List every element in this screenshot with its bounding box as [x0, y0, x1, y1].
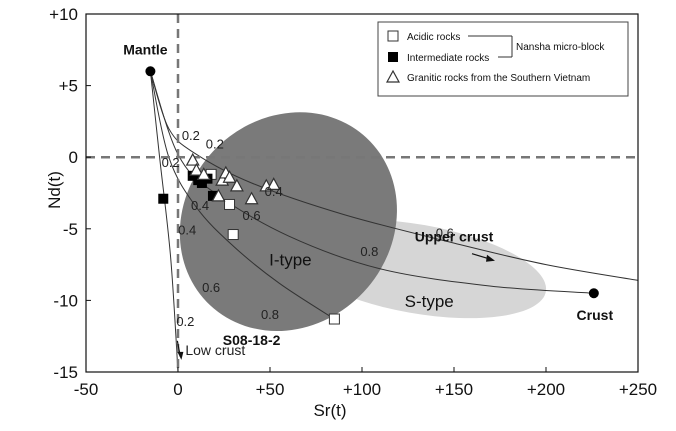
data-point-open-square-2: [227, 229, 239, 241]
mixing-curve-upper: [149, 71, 639, 281]
data-point-open-triangle-2: [196, 167, 211, 180]
annotation-0-8-11: 0.8: [261, 307, 279, 322]
y-tick-label-15: -15: [53, 363, 78, 382]
data-point-open-square-1: [224, 198, 236, 210]
endmember-point-mantle: [145, 66, 156, 77]
legend-marker-acidic-rocks: [387, 30, 399, 42]
low-crust-arrowhead: [177, 351, 184, 360]
legend-marker-granitic-rocks-from-the-southern-vietnam: [385, 69, 401, 83]
data-point-open-triangle-10: [266, 177, 281, 191]
legend-label-acidic-rocks: Acidic rocks: [407, 32, 460, 43]
legend-label-intermediate-rocks: Intermediate rocks: [407, 53, 489, 64]
annotation-0-6-7: 0.6: [243, 208, 261, 223]
annotation-0-2-3: 0.2: [176, 314, 194, 329]
y-tick-label-5: -5: [63, 220, 78, 239]
y-tick-label-0: 0: [69, 148, 78, 167]
annotation-upper-crust-12: Upper crust: [415, 229, 494, 245]
reference-lines-layer: [86, 14, 638, 372]
annotations-layer: 0.20.20.20.20.40.40.40.60.60.60.80.8Uppe…: [162, 128, 495, 360]
endmember-point-crust: [588, 288, 599, 299]
data-point-open-triangle-3: [211, 188, 226, 202]
data-point-filled-square-0: [158, 193, 169, 204]
annotation-0-8-10: 0.8: [360, 244, 378, 259]
x-tick-label-150: +150: [435, 380, 473, 399]
region-i-type: [179, 112, 397, 331]
legend: Acidic rocks Intermediate rocks Granitic r…: [377, 21, 629, 97]
data-point-open-triangle-6: [222, 169, 237, 183]
x-axis-label: Sr(t): [313, 401, 346, 420]
data-point-filled-square-5: [207, 190, 218, 201]
annotation-low-crust-13: Low crust: [185, 342, 245, 358]
x-tick-label-250: +250: [619, 380, 657, 399]
upper-crust-arrowhead: [486, 254, 495, 262]
annotation-0-4-5: 0.4: [191, 198, 209, 213]
x-tick-label-50: -50: [74, 380, 99, 399]
data-point-open-triangle-8: [244, 191, 259, 205]
data-point-filled-square-1: [187, 170, 198, 181]
annotation-0-4-6: 0.4: [178, 223, 196, 238]
data-point-open-square-3: [328, 313, 340, 325]
legend-marker-intermediate-rocks: [388, 52, 398, 62]
x-tick-label-200: +200: [527, 380, 565, 399]
annotation-0-4-4: 0.4: [265, 184, 283, 199]
ticks-layer: -50 0 +50 +100 +150 +200 +250-15-10-50+5+10: [49, 5, 657, 399]
x-tick-label-50: +50: [256, 380, 285, 399]
annotation-s08-18-2-14: S08-18-2: [223, 332, 281, 348]
legend-label-granitic-rocks-from-the-southern-vietnam: Granitic rocks from the Southern Vietnam: [407, 73, 590, 84]
annotation-0-6-8: 0.6: [436, 225, 454, 240]
region-label-s-type: S-type: [405, 292, 454, 311]
y-axis-label: Nd(t): [45, 171, 64, 209]
annotation-0-2-0: 0.2: [182, 128, 200, 143]
y-tick-label-5: +5: [59, 77, 78, 96]
annotation-0-2-1: 0.2: [206, 137, 224, 152]
regions-layer: S-type I-type: [179, 112, 547, 331]
legend-group-label: Nansha micro-block: [516, 42, 605, 53]
mixing-curve-low: [149, 71, 179, 373]
endmember-label-crust: Crust: [577, 307, 614, 323]
points-layer: Mantle Crust: [123, 41, 614, 325]
legend-box: [377, 21, 629, 97]
mixing-curve-s08: [149, 71, 335, 320]
legend-entries: Acidic rocks Intermediate rocks Granitic r…: [385, 30, 605, 84]
y-tick-label-10: +10: [49, 5, 78, 24]
data-point-open-triangle-7: [229, 178, 244, 192]
endmember-label-mantle: Mantle: [123, 41, 168, 57]
data-point-open-triangle-1: [189, 162, 204, 176]
x-tick-label-0: 0: [173, 380, 182, 399]
data-point-open-triangle-0: [185, 152, 200, 166]
annotation-0-6-9: 0.6: [202, 280, 220, 295]
annotation-0-2-2: 0.2: [162, 155, 180, 170]
data-point-filled-square-3: [196, 177, 207, 188]
region-label-i-type: I-type: [269, 251, 312, 270]
y-tick-label-10: -10: [53, 291, 78, 310]
x-tick-label-100: +100: [343, 380, 381, 399]
